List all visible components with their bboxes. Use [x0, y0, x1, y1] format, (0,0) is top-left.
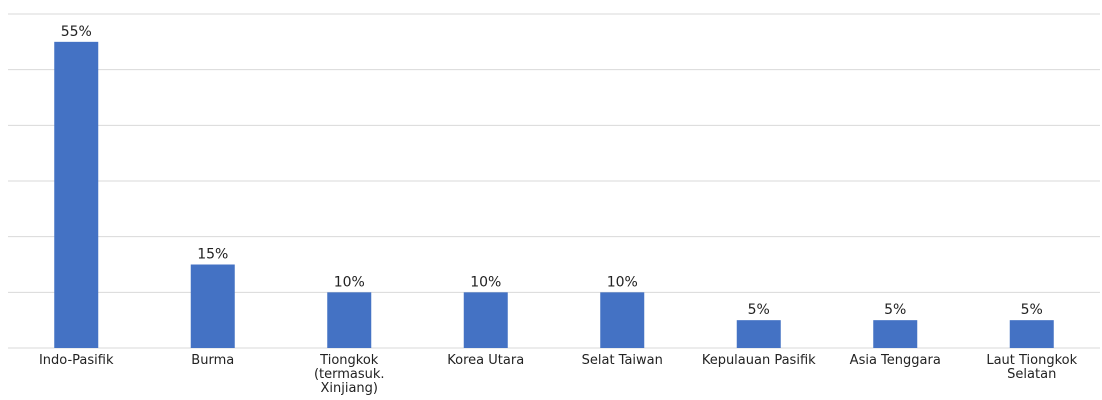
x-tick-label: Burma [191, 353, 235, 368]
bar [463, 292, 508, 348]
bar [54, 41, 99, 348]
bar [873, 320, 918, 348]
x-tick-label: Indo-Pasifik [38, 353, 114, 368]
data-label: 15% [197, 247, 228, 263]
bar [736, 320, 781, 348]
data-label: 55% [61, 24, 92, 40]
x-tick-label: Korea Utara [447, 353, 525, 368]
bar [600, 292, 645, 348]
bar [327, 292, 372, 348]
data-label: 10% [607, 274, 638, 290]
data-label: 10% [334, 274, 365, 290]
x-tick-label: Tiongkok (termasuk. Xinjiang) [313, 353, 385, 396]
bar [1009, 320, 1054, 348]
data-label: 5% [748, 302, 770, 318]
data-label: 5% [884, 302, 906, 318]
x-tick-label: Kepulauan Pasifik [701, 353, 816, 368]
x-tick-label: Asia Tenggara [849, 353, 941, 368]
x-tick-label: Laut Tiongkok Selatan [986, 353, 1078, 382]
data-label: 5% [1021, 302, 1043, 318]
x-tick-label: Selat Taiwan [581, 353, 663, 368]
bar [190, 264, 235, 348]
data-label: 10% [470, 274, 501, 290]
